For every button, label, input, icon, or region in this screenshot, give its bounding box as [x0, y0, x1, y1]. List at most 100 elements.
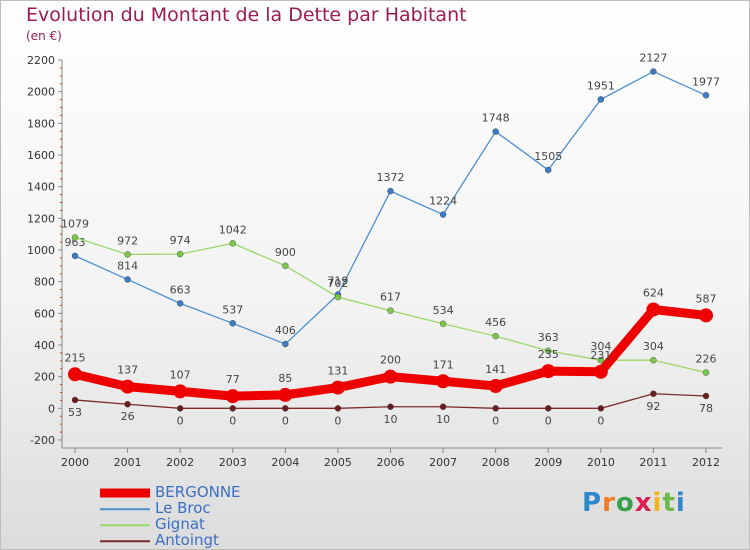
data-label-bergonne: 624 [643, 287, 664, 300]
data-point-le-broc [439, 211, 447, 218]
data-label-gignat: 1042 [219, 223, 247, 236]
data-label-gignat: 972 [117, 234, 138, 247]
data-label-bergonne: 131 [327, 365, 348, 378]
x-tick-label: 2004 [271, 456, 299, 469]
data-point-le-broc [545, 166, 552, 174]
x-tick-label: 2011 [639, 456, 667, 469]
data-label-antoingt: 26 [121, 410, 135, 423]
brand-letter: o [615, 488, 635, 518]
proxiti-logo[interactable]: Proxiti [582, 488, 686, 518]
data-point-antoingt [545, 405, 552, 412]
x-tick-label: 2005 [324, 456, 352, 469]
data-label-le-broc: 2127 [639, 52, 667, 65]
data-point-gignat [545, 347, 552, 355]
x-tick-label: 2009 [534, 456, 562, 469]
data-label-bergonne: 171 [433, 358, 454, 371]
data-label-gignat: 617 [380, 291, 401, 304]
data-point-gignat [229, 240, 236, 247]
data-label-bergonne: 200 [380, 354, 401, 367]
y-tick-label: 2200 [27, 54, 55, 67]
y-tick-label: 1200 [27, 212, 55, 225]
y-tick-label: 1600 [27, 149, 55, 162]
data-label-gignat: 304 [643, 340, 664, 353]
x-tick-label: 2010 [587, 456, 615, 469]
data-label-gignat: 456 [485, 316, 506, 329]
data-point-bergonne [225, 389, 240, 404]
x-tick-label: 2007 [429, 456, 457, 469]
data-point-antoingt [282, 405, 289, 412]
data-label-bergonne: 235 [538, 348, 559, 361]
data-label-antoingt: 0 [334, 414, 341, 427]
data-point-gignat [702, 369, 710, 376]
data-label-le-broc: 1372 [377, 171, 405, 184]
series-line-gignat [74, 236, 707, 374]
brand-letter: i [675, 488, 686, 518]
data-point-gignat [71, 234, 79, 241]
data-point-gignat [492, 332, 499, 340]
data-point-antoingt [176, 405, 184, 412]
data-point-le-broc [650, 68, 657, 75]
data-point-gignat [282, 262, 289, 270]
y-tick-label: 0 [48, 402, 55, 415]
legend-item-gignat: Gignat [100, 515, 350, 533]
data-point-gignat [176, 250, 184, 258]
data-label-bergonne: 77 [226, 373, 240, 386]
x-tick-label: 2002 [166, 456, 194, 469]
x-tick-label: 2003 [219, 456, 247, 469]
data-label-antoingt: 78 [699, 402, 713, 415]
data-label-bergonne: 587 [696, 292, 717, 305]
data-label-bergonne: 137 [117, 364, 138, 377]
data-point-antoingt [492, 405, 499, 412]
data-point-bergonne [120, 379, 135, 394]
x-tick-label: 2008 [482, 456, 510, 469]
brand-letter: t [662, 488, 676, 518]
brand-letter: P [582, 488, 603, 518]
data-label-antoingt: 0 [545, 414, 552, 427]
data-point-le-broc [597, 96, 605, 103]
data-point-antoingt [124, 401, 131, 408]
data-label-gignat: 1079 [61, 217, 89, 230]
data-point-bergonne [173, 384, 188, 399]
y-tick-label: 600 [34, 307, 55, 320]
data-point-antoingt [650, 390, 657, 397]
x-tick-label: 2012 [692, 456, 720, 469]
data-label-le-broc: 1951 [587, 79, 615, 92]
data-point-antoingt [229, 405, 236, 412]
data-label-le-broc: 1224 [429, 195, 457, 208]
legend-swatch-antoingt [100, 540, 150, 542]
data-label-antoingt: 0 [229, 414, 236, 427]
data-point-gignat [334, 293, 342, 301]
data-label-gignat: 702 [327, 277, 348, 290]
legend-item-antoingt: Antoingt [100, 531, 350, 549]
brand-letter: i [652, 488, 663, 518]
data-label-antoingt: 92 [646, 400, 660, 413]
data-label-gignat: 226 [696, 353, 717, 366]
data-point-bergonne [593, 364, 608, 379]
data-point-bergonne [488, 379, 503, 394]
data-point-antoingt [334, 405, 342, 412]
data-label-le-broc: 1505 [534, 150, 562, 163]
legend-label-le-broc: Le Broc [155, 499, 211, 517]
data-point-gignat [597, 357, 605, 364]
data-label-gignat: 304 [590, 340, 611, 353]
data-point-gignat [439, 320, 447, 327]
y-tick-label: 400 [34, 339, 55, 352]
chart-subtitle: (en €) [26, 29, 62, 43]
data-label-le-broc: 1748 [482, 112, 510, 125]
data-point-le-broc [492, 128, 499, 135]
data-label-gignat: 534 [433, 304, 454, 317]
y-tick-label: -200 [30, 434, 55, 447]
data-point-le-broc [387, 187, 394, 195]
y-tick-label: 1000 [27, 244, 55, 257]
data-point-gignat [124, 251, 131, 258]
data-point-bergonne [699, 308, 713, 323]
data-label-bergonne: 231 [590, 349, 611, 362]
data-label-gignat: 363 [538, 331, 559, 344]
legend: BERGONNE Le Broc Gignat Antoingt [100, 483, 350, 549]
data-point-bergonne [330, 380, 345, 395]
legend-swatch-bergonne [100, 488, 150, 498]
data-point-antoingt [71, 396, 79, 404]
data-point-le-broc [124, 276, 131, 283]
data-point-bergonne [278, 387, 293, 402]
